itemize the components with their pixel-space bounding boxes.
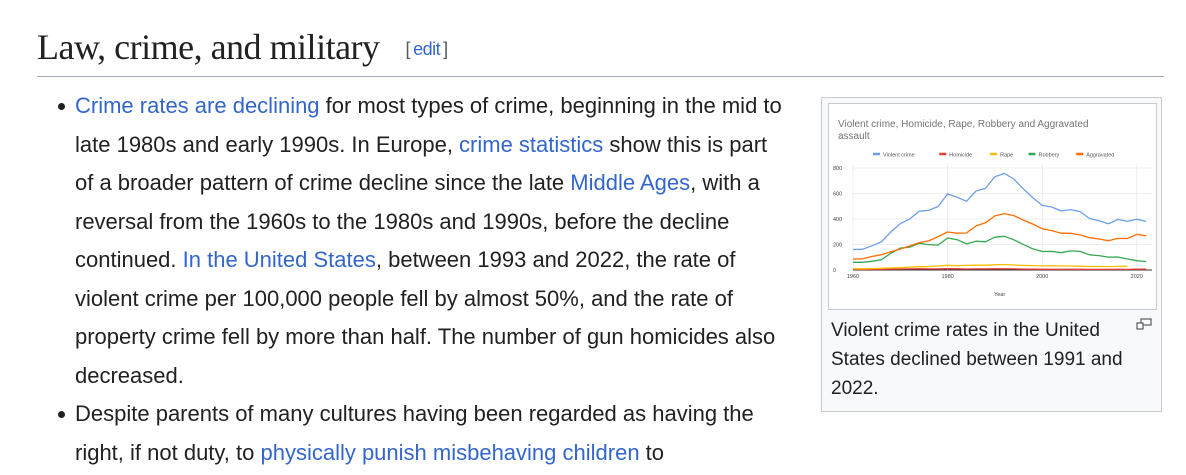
series-line-aggravated — [852, 212, 1147, 260]
bullet-list: Crime rates are declining for most types… — [57, 87, 790, 472]
edit-section: [edit] — [405, 39, 449, 59]
text-segment: for most types of crime, beginning in th… — [75, 93, 782, 157]
bracket-close: ] — [443, 39, 448, 59]
series-line-homicide — [852, 268, 1147, 271]
wiki-link[interactable]: Middle Ages — [570, 170, 691, 195]
x-tick-label: 1980 — [941, 274, 953, 280]
y-tick-label: 0 — [833, 268, 836, 274]
x-tick-label: 1960 — [847, 274, 859, 280]
legend-label: Aggravated — [1086, 153, 1114, 159]
series-line-violent-crime — [852, 172, 1147, 251]
legend-label: Homicide — [949, 153, 972, 159]
y-tick-label: 600 — [833, 192, 842, 198]
figure-thumbnail: Violent crime, Homicide, Rape, Robbery a… — [821, 97, 1162, 412]
list-item: Crime rates are declining for most types… — [58, 87, 790, 395]
wiki-link[interactable]: crime statistics — [459, 131, 604, 157]
x-axis-label: Year — [994, 292, 1005, 298]
y-tick-label: 400 — [833, 217, 842, 223]
wiki-link[interactable]: Crime rates are declining — [75, 93, 320, 118]
list-item: Despite parents of many cultures having … — [58, 395, 790, 472]
x-tick-label: 2000 — [1036, 274, 1048, 280]
crime-rate-chart: Violent crime, Homicide, Rape, Robbery a… — [833, 119, 1152, 298]
edit-link[interactable]: edit — [413, 39, 441, 59]
legend-label: Rape — [1000, 153, 1013, 159]
chart-title-line-2: assault — [838, 131, 870, 142]
text-segment: to — [639, 439, 665, 465]
x-tick-label: 2020 — [1131, 274, 1143, 280]
text-segment: , between 1993 and 2022, the rate of vio… — [75, 247, 776, 388]
series-line-rape — [853, 263, 1128, 270]
text-segment: show this is part of a broader pattern o… — [75, 131, 768, 196]
bracket-open: [ — [405, 39, 411, 59]
section-heading: Law, crime, and military [edit] — [37, 26, 448, 68]
text-segment: , with a reversal from the 1960s to the … — [75, 170, 760, 272]
chart-title-line-1: Violent crime, Homicide, Rape, Robbery a… — [838, 119, 1089, 130]
y-tick-label: 200 — [833, 243, 842, 249]
section-title: Law, crime, and military — [37, 27, 380, 67]
heading-divider — [37, 76, 1164, 77]
legend-label: Violent crime — [883, 153, 915, 159]
chart-image[interactable]: Violent crime, Homicide, Rape, Robbery a… — [828, 103, 1157, 310]
figure-caption: Violent crime rates in the United States… — [831, 320, 1123, 399]
magnify-clip-icon[interactable] — [1136, 318, 1152, 330]
y-tick-label: 800 — [833, 166, 842, 172]
legend-label: Robbery — [1039, 153, 1060, 159]
text-segment: Despite parents of many cultures having … — [75, 401, 754, 465]
wiki-link[interactable]: physically punish misbehaving children — [260, 439, 640, 465]
wiki-link[interactable]: In the United States — [182, 247, 376, 272]
